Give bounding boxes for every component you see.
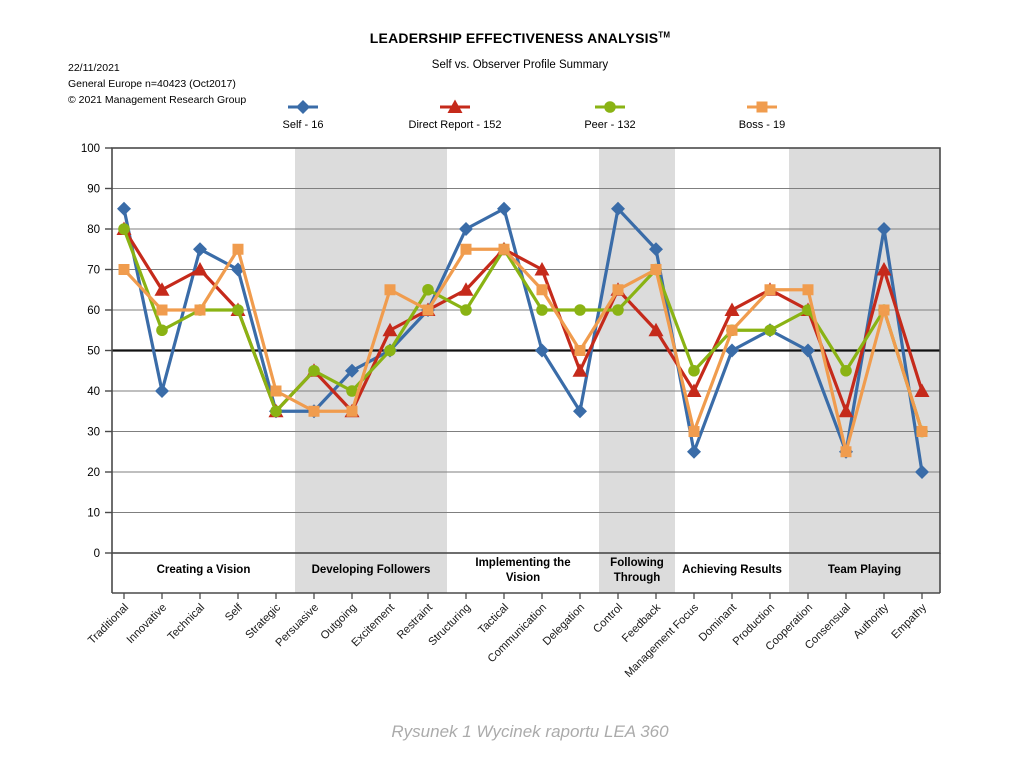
- svg-text:Empathy: Empathy: [889, 601, 929, 641]
- svg-text:50: 50: [87, 346, 100, 358]
- report-date: 22/11/2021: [68, 62, 120, 74]
- svg-text:Creating a Vision: Creating a Vision: [157, 564, 251, 576]
- figure-caption: Rysunek 1 Wycinek raportu LEA 360: [391, 722, 669, 741]
- chart-subtitle: Self vs. Observer Profile Summary: [431, 59, 609, 71]
- svg-text:Strategic: Strategic: [243, 601, 283, 641]
- svg-text:Self: Self: [223, 601, 246, 624]
- svg-text:Team Playing: Team Playing: [828, 564, 901, 576]
- chart-legend: Self - 16 Direct Report - 152 Peer - 132…: [0, 98, 1023, 138]
- svg-text:60: 60: [87, 305, 100, 317]
- peer-series-marker-icon: [595, 101, 625, 113]
- svg-text:0: 0: [94, 548, 100, 560]
- legend-item-peer: Peer - 132: [540, 98, 680, 131]
- svg-text:Vision: Vision: [506, 572, 540, 584]
- svg-text:70: 70: [87, 265, 100, 277]
- report-info: 22/11/2021 General Europe n=40423 (Oct20…: [68, 60, 246, 108]
- chart-title-text: LEADERSHIP EFFECTIVENESS ANALYSIS: [369, 30, 659, 46]
- boss-series-marker-icon: [747, 101, 777, 113]
- legend-item-direct-report: Direct Report - 152: [385, 98, 525, 131]
- svg-text:Management Focus: Management Focus: [623, 601, 702, 680]
- direct-report-series-marker-icon: [440, 99, 470, 113]
- svg-text:Implementing the: Implementing the: [475, 557, 570, 569]
- legend-item-self: Self - 16: [233, 98, 373, 131]
- self-series-marker-icon: [288, 100, 318, 114]
- title-block: LEADERSHIP EFFECTIVENESS ANALYSISTM Self…: [90, 30, 950, 71]
- svg-text:80: 80: [87, 224, 100, 236]
- svg-text:Developing Followers: Developing Followers: [312, 564, 431, 576]
- legend-label-direct-report: Direct Report - 152: [408, 119, 502, 131]
- svg-text:100: 100: [81, 143, 100, 155]
- svg-text:Traditional: Traditional: [86, 602, 131, 647]
- svg-text:30: 30: [87, 427, 100, 439]
- svg-text:Through: Through: [614, 572, 661, 584]
- trademark-mark: TM: [658, 30, 671, 40]
- legend-label-boss: Boss - 19: [738, 119, 786, 131]
- svg-text:Tactical: Tactical: [476, 602, 511, 637]
- svg-text:Following: Following: [610, 557, 664, 569]
- legend-label-self: Self - 16: [282, 119, 324, 131]
- svg-text:Delegation: Delegation: [541, 602, 587, 648]
- report-copyright: © 2021 Management Research Group: [68, 94, 247, 106]
- svg-text:10: 10: [87, 508, 100, 520]
- svg-text:Authority: Authority: [851, 601, 891, 641]
- svg-text:Achieving Results: Achieving Results: [682, 564, 782, 576]
- legend-label-peer: Peer - 132: [584, 119, 636, 131]
- svg-text:20: 20: [87, 467, 100, 479]
- legend-item-boss: Boss - 19: [692, 98, 832, 131]
- svg-text:Innovative: Innovative: [125, 602, 170, 647]
- svg-text:Technical: Technical: [166, 602, 207, 643]
- chart-title: LEADERSHIP EFFECTIVENESS ANALYSISTM: [90, 30, 950, 46]
- svg-text:Control: Control: [591, 602, 625, 636]
- report-sample: General Europe n=40423 (Oct2017): [68, 78, 236, 90]
- svg-text:90: 90: [87, 184, 100, 196]
- svg-text:40: 40: [87, 386, 100, 398]
